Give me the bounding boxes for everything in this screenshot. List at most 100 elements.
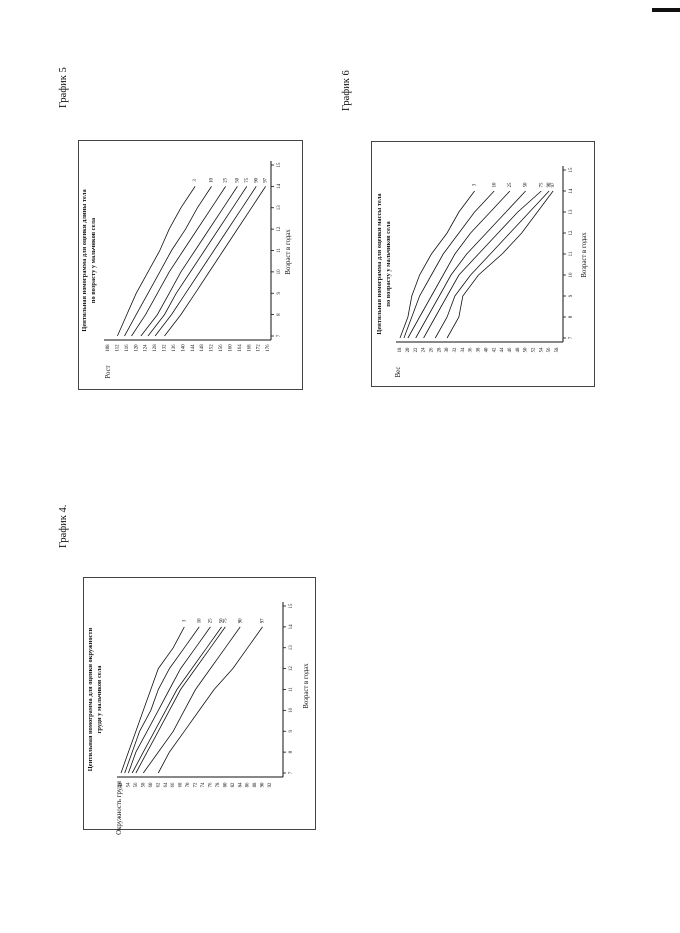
chart-title-line-1: Центильная номограмма для оценки массы т…: [376, 193, 383, 335]
chart5: 7 8 9 10 11 12 13 14 15 108 112 116 120 124 128 132 136 1…: [81, 161, 292, 379]
y-tick-label: 88: [253, 782, 258, 787]
y-tick-label: 26: [429, 347, 434, 352]
series-line-10: [403, 190, 495, 339]
x-tick-label: 14: [289, 624, 294, 630]
series-line-75: [147, 186, 248, 337]
series-line-3: [399, 190, 475, 339]
series-label-50: 50: [524, 182, 529, 187]
y-tick-label: 76: [208, 782, 213, 787]
chart-title-line-1: Центильная номограмма для оценки длины т…: [81, 189, 88, 332]
chart5-frame: [78, 140, 303, 390]
y-tick-label: 74: [201, 782, 206, 787]
series-line-90: [142, 626, 241, 774]
y-tick-label: 54: [539, 347, 544, 352]
series-line-50: [140, 186, 238, 337]
series-label-75: 75: [539, 182, 544, 187]
series-line-90: [434, 190, 550, 339]
x-tick-label: 13: [289, 645, 294, 651]
x-tick-label: 8: [569, 315, 574, 318]
x-tick-label: 9: [569, 294, 574, 297]
y-tick-label: 140: [181, 344, 186, 352]
y-tick-label: 164: [238, 344, 243, 352]
series-label-97: 97: [551, 182, 556, 187]
series-label-25: 25: [208, 618, 213, 623]
y-tick-label: 80: [223, 782, 228, 787]
y-tick-label: 176: [266, 344, 271, 352]
y-tick-label: 156: [219, 344, 224, 352]
y-tick-label: 148: [200, 344, 205, 352]
series-line-97: [164, 186, 266, 337]
series-label-75: 75: [245, 177, 250, 182]
series-label-25: 25: [224, 177, 229, 182]
y-tick-label: 66: [171, 782, 176, 787]
series-label-25: 25: [508, 182, 513, 187]
x-tick-label: 8: [289, 750, 294, 753]
x-tick-label: 8: [277, 313, 282, 316]
series-line-75: [423, 190, 542, 339]
y-tick-label: 68: [179, 782, 184, 787]
y-tick-label: 172: [257, 344, 262, 352]
y-tick-label: 136: [172, 344, 177, 352]
series-label-50: 50: [220, 618, 225, 623]
y-tick-label: 22: [414, 347, 419, 352]
y-tick-label: 52: [532, 347, 537, 352]
x-tick-label: 11: [569, 251, 574, 256]
chart6-frame: [371, 141, 595, 387]
series-line-10: [124, 626, 200, 774]
y-tick-label: 48: [516, 347, 521, 352]
x-axis-title: Возраст в годах: [303, 663, 310, 709]
y-tick-label: 56: [547, 347, 552, 352]
y-tick-label: 28: [437, 347, 442, 352]
y-tick-label: 90: [261, 782, 266, 787]
series-label-90: 90: [547, 182, 552, 187]
y-tick-label: 54: [127, 782, 132, 787]
x-tick-label: 12: [569, 230, 574, 236]
scan-mark: [652, 8, 680, 12]
y-axis-title: Рост: [105, 365, 112, 378]
series-label-90: 90: [238, 618, 243, 623]
y-tick-label: 58: [141, 782, 146, 787]
series-label-50: 50: [236, 177, 241, 182]
y-tick-label: 60: [149, 782, 154, 787]
y-tick-label: 86: [246, 782, 251, 787]
y-tick-label: 64: [164, 782, 169, 787]
series-line-50: [131, 626, 222, 774]
x-tick-label: 7: [569, 336, 574, 339]
series-label-10: 10: [197, 618, 202, 623]
x-tick-label: 12: [289, 666, 294, 672]
x-axis-title: Возраст в годах: [285, 229, 292, 275]
y-tick-label: 38: [477, 347, 482, 352]
x-tick-label: 14: [277, 183, 282, 189]
y-tick-label: 160: [228, 344, 233, 352]
chart-title-line-2: по возрасту у мальчиков села: [90, 217, 97, 303]
y-tick-label: 152: [210, 344, 215, 352]
x-tick-label: 13: [569, 209, 574, 215]
y-tick-label: 24: [422, 347, 427, 352]
x-tick-label: 10: [569, 272, 574, 278]
series-line-97: [446, 190, 554, 339]
x-tick-label: 15: [277, 162, 282, 168]
y-tick-label: 30: [445, 347, 450, 352]
series-line-97: [157, 626, 263, 774]
series-label-75: 75: [223, 618, 228, 623]
x-tick-label: 11: [289, 687, 294, 692]
y-tick-label: 62: [156, 782, 161, 787]
x-tick-label: 10: [289, 707, 294, 713]
y-tick-label: 18: [398, 347, 403, 352]
x-tick-label: 10: [277, 269, 282, 275]
y-tick-label: 20: [406, 347, 411, 352]
y-tick-label: 32: [453, 347, 458, 352]
y-tick-label: 132: [163, 344, 168, 352]
series-line-50: [415, 190, 526, 339]
x-tick-label: 12: [277, 226, 282, 232]
y-tick-label: 70: [186, 782, 191, 787]
y-tick-label: 42: [492, 347, 497, 352]
y-tick-label: 34: [461, 347, 466, 352]
series-label-3: 3: [182, 619, 187, 622]
x-tick-label: 15: [569, 167, 574, 173]
y-tick-label: 36: [469, 347, 474, 352]
chart-title-line-2: по возрасту у мальчиков села: [385, 220, 392, 306]
y-tick-label: 84: [238, 782, 243, 787]
series-line-25: [128, 626, 211, 774]
